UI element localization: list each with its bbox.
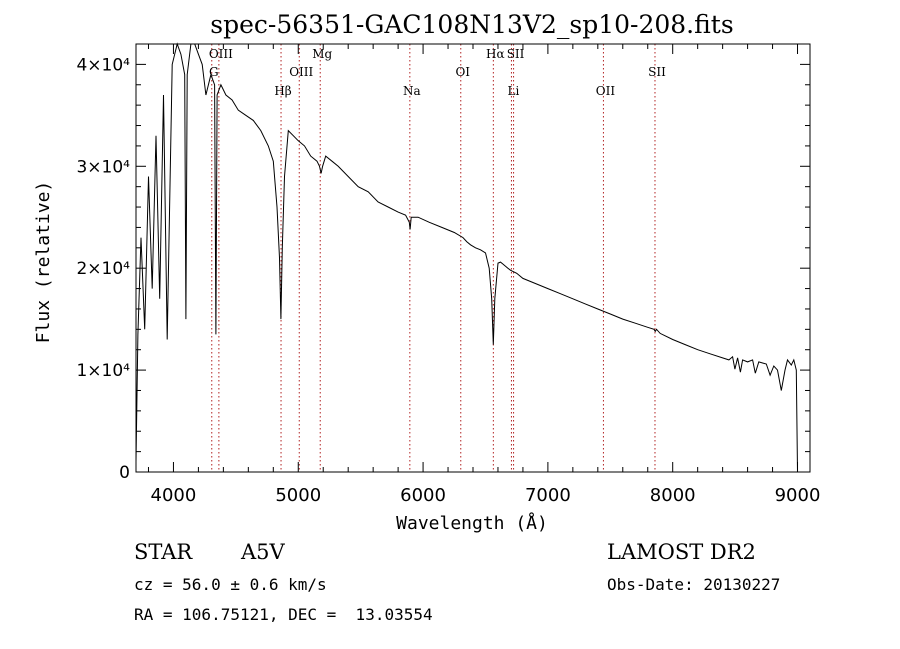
spectral-line-label: SII	[507, 47, 525, 61]
y-tick-label: 4×10⁴	[76, 55, 130, 75]
x-tick-label: 4000	[151, 485, 197, 506]
line-markers	[211, 44, 656, 472]
chart-title: spec-56351-GAC108N13V2_sp10-208.fits	[210, 10, 733, 39]
y-axis-label: Flux (relative)	[33, 181, 54, 344]
spectral-line-label: G	[209, 65, 219, 79]
survey-name: LAMOST DR2	[607, 540, 756, 564]
x-tick-label: 5000	[275, 485, 321, 506]
redshift-velocity: cz = 56.0 ± 0.6 km/s	[134, 575, 327, 594]
spectral-line-label: Li	[508, 84, 520, 98]
x-tick-label: 9000	[775, 485, 821, 506]
object-class: STAR	[134, 540, 193, 564]
y-tick-label: 2×10⁴	[76, 259, 130, 279]
spectral-line-label: Hα	[486, 47, 505, 61]
y-tick-label: 1×10⁴	[76, 361, 130, 381]
y-tick-label: 0	[119, 463, 130, 483]
x-axis: 4000 5000 6000 7000 8000 9000	[147, 44, 821, 506]
spectral-line-label: OIII	[209, 47, 233, 61]
spectral-line-label: Mg	[312, 47, 332, 61]
coordinates: RA = 106.75121, DEC = 13.03554	[134, 605, 433, 624]
line-labels: G OIII Hβ OIII Mg Na OI Hα Li SII OII SII	[209, 47, 666, 98]
spectrum-line	[135, 42, 798, 473]
spectral-line-label: OI	[455, 65, 470, 79]
y-tick-label: 3×10⁴	[76, 157, 130, 177]
spectral-line-label: SII	[648, 65, 666, 79]
x-axis-label: Wavelength (Å)	[396, 512, 548, 534]
spectral-line-label: Hβ	[274, 84, 291, 98]
spectral-line-label: OIII	[289, 65, 313, 79]
spectral-line-label: Na	[403, 84, 421, 98]
y-axis: 0 1×10⁴ 2×10⁴ 3×10⁴ 4×10⁴	[76, 43, 810, 483]
x-tick-label: 8000	[650, 485, 696, 506]
x-tick-label: 6000	[400, 485, 446, 506]
subclass: A5V	[241, 540, 285, 564]
spectral-line-label: OII	[596, 84, 616, 98]
observation-date: Obs-Date: 20130227	[607, 575, 781, 594]
x-tick-label: 7000	[525, 485, 571, 506]
